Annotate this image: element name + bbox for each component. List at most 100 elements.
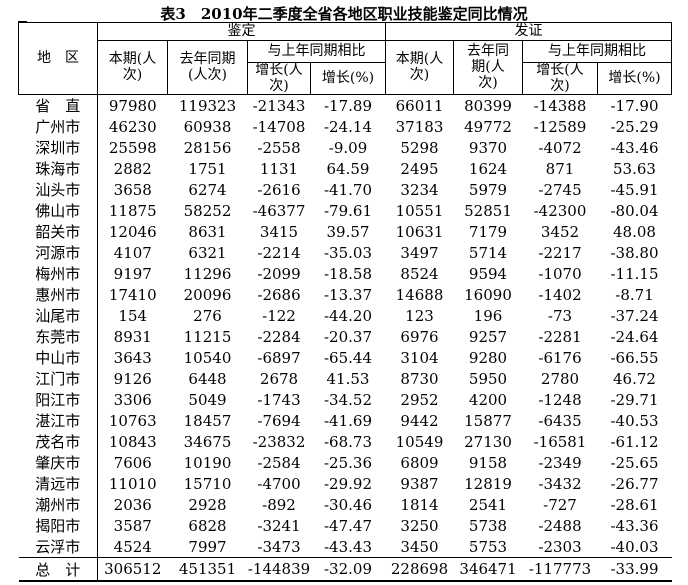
value-cell: -6176 <box>538 348 582 367</box>
value-cell: 10190 <box>183 453 232 472</box>
value-cell: 123 <box>405 306 434 325</box>
value-cell: -42300 <box>533 201 587 220</box>
value-cell: 5979 <box>468 180 508 199</box>
value-cell: 1131 <box>259 159 299 178</box>
value-cell: 346471 <box>453 557 523 583</box>
value-cell: 9280 <box>468 348 508 367</box>
value-cell: 20096 <box>183 285 232 304</box>
table-row: 揭阳市 3587 6828 -3241 -47.47 3250 5738 -24… <box>18 515 672 537</box>
value-cell: 14688 <box>395 285 444 304</box>
value-cell: 3234 <box>400 180 439 199</box>
region-cell: 梅州市 <box>18 263 98 285</box>
region-cell: 河源市 <box>18 242 98 264</box>
value-cell: -40.03 <box>610 537 659 556</box>
value-cell: -41.70 <box>323 180 372 199</box>
value-cell: -43.43 <box>323 537 372 556</box>
region-cell: 揭阳市 <box>18 515 98 537</box>
region-cell: 潮州市 <box>18 494 98 516</box>
value-cell: 2952 <box>400 390 439 409</box>
region-cell: 深圳市 <box>18 137 98 159</box>
value-cell: -2558 <box>257 138 301 157</box>
table-row: 珠海市 2882 1751 1131 64.59 2495 1624 871 5… <box>18 158 672 180</box>
value-cell: 9370 <box>468 138 508 157</box>
region-cell: 总 计 <box>18 557 98 583</box>
table-row: 汕尾市 154 276 -122 -44.20 123 196 -73 -37.… <box>18 305 672 327</box>
value-cell: -2303 <box>538 537 582 556</box>
value-cell: 46.72 <box>613 369 656 388</box>
table-row: 云浮市 4524 7997 -3473 -43.43 3450 5753 -23… <box>18 536 672 558</box>
value-cell: -12589 <box>533 117 587 136</box>
region-cell: 湛江市 <box>18 410 98 432</box>
value-cell: 306512 <box>97 557 168 583</box>
value-cell: 196 <box>473 306 503 325</box>
value-cell: -41.69 <box>323 411 372 430</box>
value-cell: -25.29 <box>610 117 659 136</box>
value-cell: 5049 <box>188 390 227 409</box>
value-cell: 9158 <box>468 453 508 472</box>
value-cell: -23832 <box>252 432 306 451</box>
region-cell: 汕尾市 <box>18 305 98 327</box>
value-cell: 2678 <box>259 369 299 388</box>
value-cell: 3415 <box>259 222 299 241</box>
value-cell: -1070 <box>538 264 582 283</box>
value-cell: -65.44 <box>323 348 372 367</box>
value-cell: 2495 <box>400 159 439 178</box>
value-cell: 9442 <box>400 411 439 430</box>
value-cell: 3250 <box>400 516 439 535</box>
value-cell: 11875 <box>108 201 157 220</box>
table-header: 地 区 鉴定 发证 本期(人 次) 去年同期 (人次) 与上年同期相比 本期(人… <box>18 21 672 96</box>
value-cell: 154 <box>118 306 148 325</box>
value-cell: 3104 <box>400 348 439 367</box>
value-cell: 5714 <box>468 243 508 262</box>
value-cell: 12819 <box>464 474 512 493</box>
value-cell: 37183 <box>395 117 444 136</box>
region-cell: 广州市 <box>18 116 98 138</box>
value-cell: -144839 <box>247 557 311 583</box>
col-header-certification-compare: 与上年同期相比 <box>522 40 672 63</box>
value-cell: -727 <box>543 495 577 514</box>
value-cell: -2214 <box>257 243 301 262</box>
value-cell: 17410 <box>108 285 157 304</box>
value-cell: -17.90 <box>610 96 659 115</box>
value-cell: 2036 <box>113 495 152 514</box>
value-cell: 4107 <box>113 243 152 262</box>
region-cell: 省 直 <box>18 94 98 117</box>
value-cell: -2281 <box>538 327 582 346</box>
value-cell: 49772 <box>464 117 512 136</box>
value-cell: 228698 <box>385 557 454 583</box>
value-cell: -2686 <box>257 285 301 304</box>
value-cell: 15710 <box>183 474 232 493</box>
value-cell: 8631 <box>188 222 227 241</box>
group-header-certification: 发证 <box>385 22 672 41</box>
region-cell: 云浮市 <box>18 536 98 558</box>
value-cell: -25.36 <box>323 453 372 472</box>
region-cell: 珠海市 <box>18 158 98 180</box>
value-cell: 6274 <box>188 180 227 199</box>
value-cell: 6828 <box>188 516 227 535</box>
value-cell: 3658 <box>113 180 152 199</box>
value-cell: 276 <box>193 306 222 325</box>
value-cell: 6448 <box>188 369 227 388</box>
value-cell: 4200 <box>468 390 508 409</box>
table-row: 佛山市 11875 58252 -46377 -79.61 10551 5285… <box>18 200 672 222</box>
value-cell: -21343 <box>252 96 306 115</box>
value-cell: -16581 <box>533 432 587 451</box>
value-cell: -37.24 <box>610 306 659 325</box>
value-cell: -2584 <box>257 453 301 472</box>
value-cell: -17.89 <box>323 96 372 115</box>
value-cell: 6809 <box>400 453 439 472</box>
value-cell: -2488 <box>538 516 582 535</box>
value-cell: 10763 <box>108 411 157 430</box>
value-cell: -122 <box>262 306 296 325</box>
col-header-certification-growth-count: 增长(人 次) <box>522 61 598 96</box>
value-cell: -9.09 <box>328 138 368 157</box>
value-cell: 97980 <box>108 96 157 115</box>
table-row: 深圳市 25598 28156 -2558 -9.09 5298 9370 -4… <box>18 137 672 159</box>
table-row: 梅州市 9197 11296 -2099 -18.58 8524 9594 -1… <box>18 263 672 285</box>
value-cell: 28156 <box>183 138 232 157</box>
value-cell: 80399 <box>464 96 512 115</box>
value-cell: 48.08 <box>613 222 656 241</box>
value-cell: -20.37 <box>323 327 372 346</box>
stats-table: 地 区 鉴定 发证 本期(人 次) 去年同期 (人次) 与上年同期相比 本期(人… <box>18 21 672 583</box>
